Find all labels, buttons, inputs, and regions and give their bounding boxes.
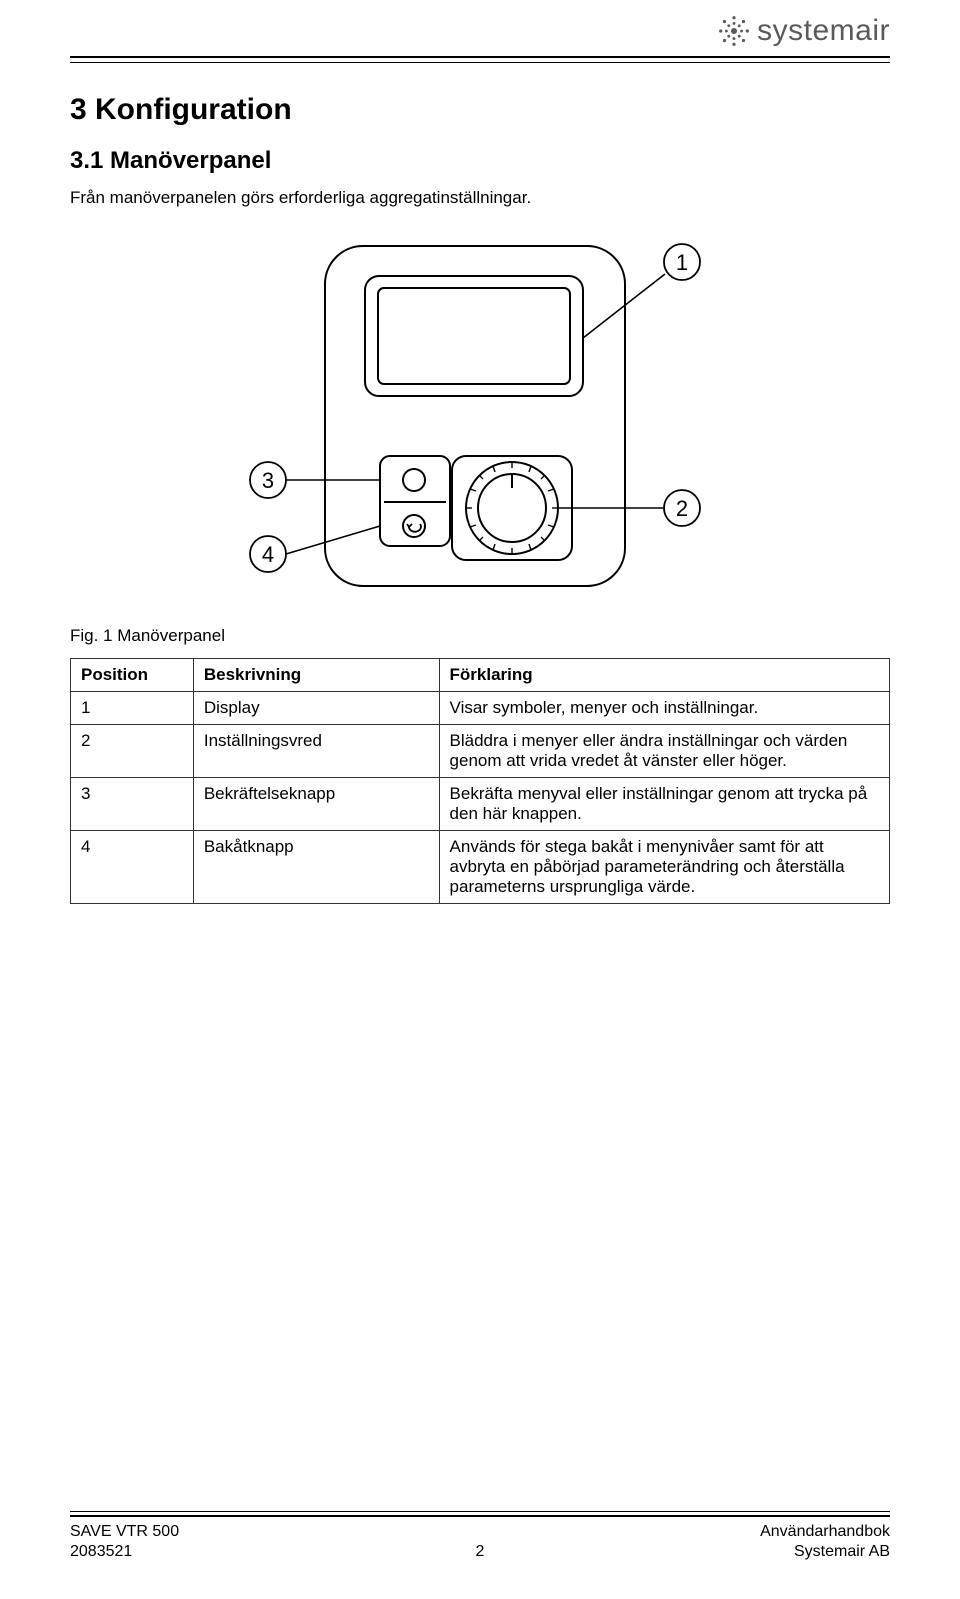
table-row: 3 Bekräftelseknapp Bekräfta menyval elle… [71, 777, 890, 830]
col-explanation: Förklaring [439, 658, 889, 691]
callout-2: 2 [676, 496, 688, 521]
col-position: Position [71, 658, 194, 691]
footer-left-bottom: 2083521 [70, 1543, 132, 1561]
header-rule-thick [70, 56, 890, 58]
subsection-heading: 3.1 Manöverpanel [70, 147, 890, 175]
logo-icon [715, 12, 753, 50]
brand-name: systemair [757, 14, 890, 48]
footer-page-number: 2 [476, 1543, 485, 1561]
footer-right-top: Användarhandbok [760, 1523, 890, 1541]
table-row: 1 Display Visar symboler, menyer och ins… [71, 691, 890, 724]
footer-right-bottom: Systemair AB [794, 1543, 890, 1561]
callout-1: 1 [676, 250, 688, 275]
section-heading: 3 Konfiguration [70, 93, 890, 127]
legend-table: Position Beskrivning Förklaring 1 Displa… [70, 658, 890, 904]
panel-diagram: 1 2 3 4 [220, 228, 740, 608]
intro-text: Från manöverpanelen görs erforderliga ag… [70, 187, 890, 210]
table-row: 4 Bakåtknapp Används för stega bakåt i m… [71, 830, 890, 903]
footer-left-top: SAVE VTR 500 [70, 1523, 179, 1541]
header-rule-thin [70, 62, 890, 63]
brand-logo: systemair [715, 12, 890, 50]
table-row: 2 Inställningsvred Bläddra i menyer elle… [71, 724, 890, 777]
table-header-row: Position Beskrivning Förklaring [71, 658, 890, 691]
callout-3: 3 [262, 468, 274, 493]
col-description: Beskrivning [193, 658, 439, 691]
page-footer: SAVE VTR 500 Användarhandbok 2083521 2 S… [70, 1511, 890, 1561]
figure-caption: Fig. 1 Manöverpanel [70, 626, 890, 646]
callout-4: 4 [262, 542, 274, 567]
